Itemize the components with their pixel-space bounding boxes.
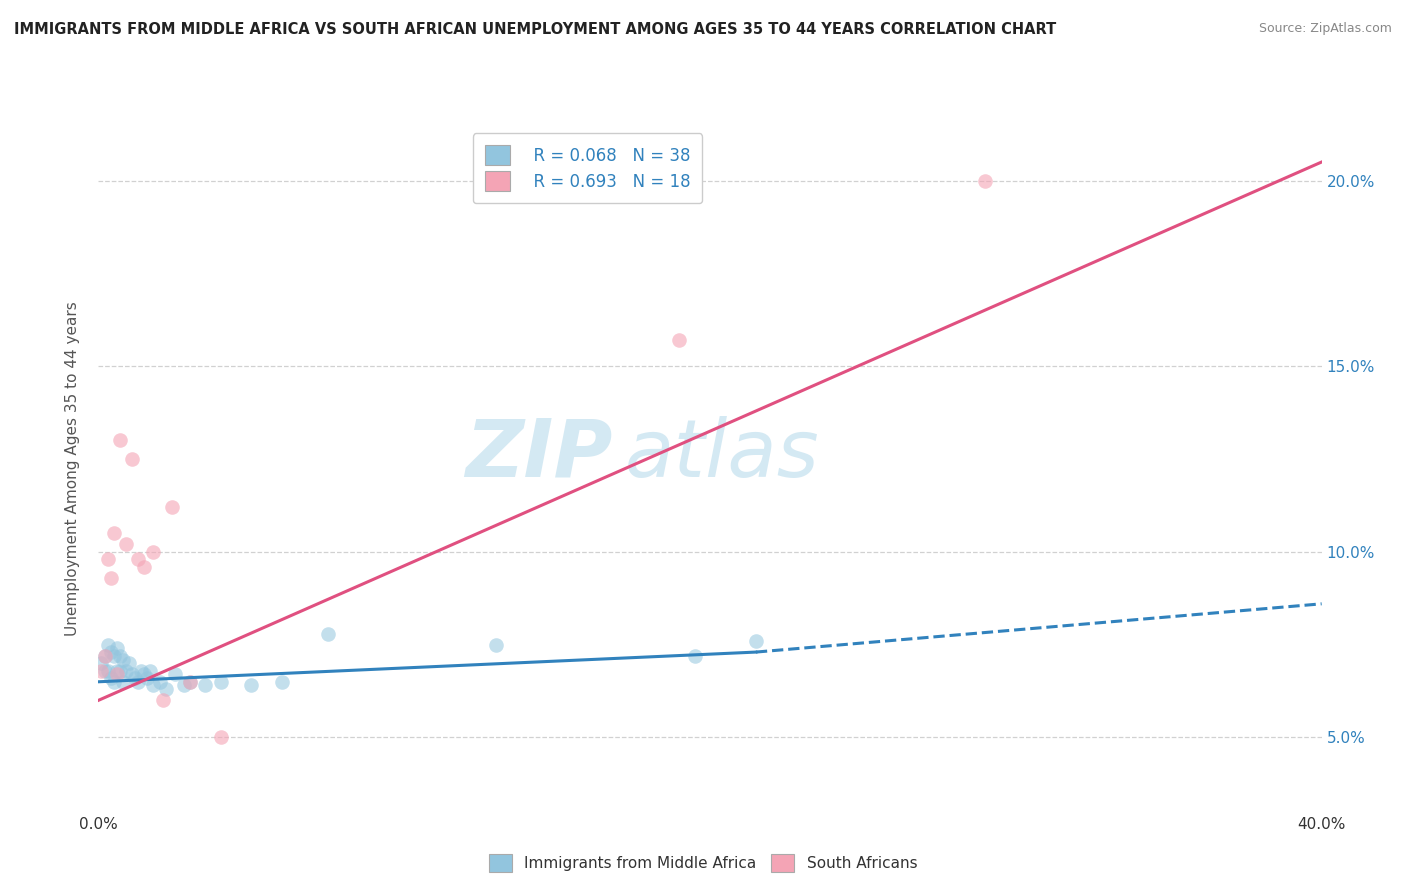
Point [142, 545, 165, 559]
Point [240, 678, 263, 692]
Point [100, 571, 122, 585]
Point [93, 648, 115, 663]
Point [90, 664, 112, 678]
Point [316, 626, 339, 640]
Point [136, 671, 159, 685]
Point [100, 645, 122, 659]
Point [105, 667, 128, 681]
Text: Source: ZipAtlas.com: Source: ZipAtlas.com [1258, 22, 1392, 36]
Point [90, 657, 112, 671]
Point [108, 664, 131, 678]
Point [108, 648, 131, 663]
Point [93, 664, 115, 678]
Point [105, 641, 128, 656]
Point [134, 667, 156, 681]
Point [179, 674, 201, 689]
Point [160, 500, 183, 515]
Point [97, 664, 120, 678]
Point [142, 678, 165, 692]
Point [111, 674, 134, 689]
Point [194, 678, 217, 692]
Point [152, 693, 174, 707]
Point [105, 664, 128, 678]
Point [134, 559, 156, 574]
Point [115, 664, 138, 678]
Point [124, 671, 146, 685]
Text: IMMIGRANTS FROM MIDDLE AFRICA VS SOUTH AFRICAN UNEMPLOYMENT AMONG AGES 35 TO 44 : IMMIGRANTS FROM MIDDLE AFRICA VS SOUTH A… [14, 22, 1056, 37]
Point [103, 648, 125, 663]
Point [270, 674, 292, 689]
Point [111, 652, 134, 666]
Point [121, 452, 143, 467]
Point [129, 664, 152, 678]
Text: atlas: atlas [624, 416, 820, 493]
Text: ZIP: ZIP [465, 416, 612, 493]
Point [683, 648, 706, 663]
Legend: Immigrants from Middle Africa, South Africans: Immigrants from Middle Africa, South Afr… [481, 846, 925, 880]
Point [108, 434, 131, 448]
Point [100, 671, 122, 685]
Point [173, 678, 195, 692]
Legend:   R = 0.068   N = 38,   R = 0.693   N = 18: R = 0.068 N = 38, R = 0.693 N = 18 [472, 133, 703, 203]
Point [118, 657, 141, 671]
Point [209, 731, 232, 745]
Y-axis label: Unemployment Among Ages 35 to 44 years: Unemployment Among Ages 35 to 44 years [65, 301, 80, 636]
Point [103, 674, 125, 689]
Point [93, 648, 115, 663]
Point [668, 333, 690, 347]
Point [97, 552, 120, 566]
Point [163, 667, 186, 681]
Point [121, 667, 143, 681]
Point [127, 552, 149, 566]
Point [974, 173, 997, 187]
Point [155, 682, 177, 697]
Point [103, 526, 125, 541]
Point [149, 674, 172, 689]
Point [485, 638, 508, 652]
Point [179, 674, 201, 689]
Point [127, 674, 149, 689]
Point [209, 674, 232, 689]
Point [745, 634, 768, 648]
Point [97, 638, 120, 652]
Point [139, 664, 162, 678]
Point [115, 537, 138, 551]
